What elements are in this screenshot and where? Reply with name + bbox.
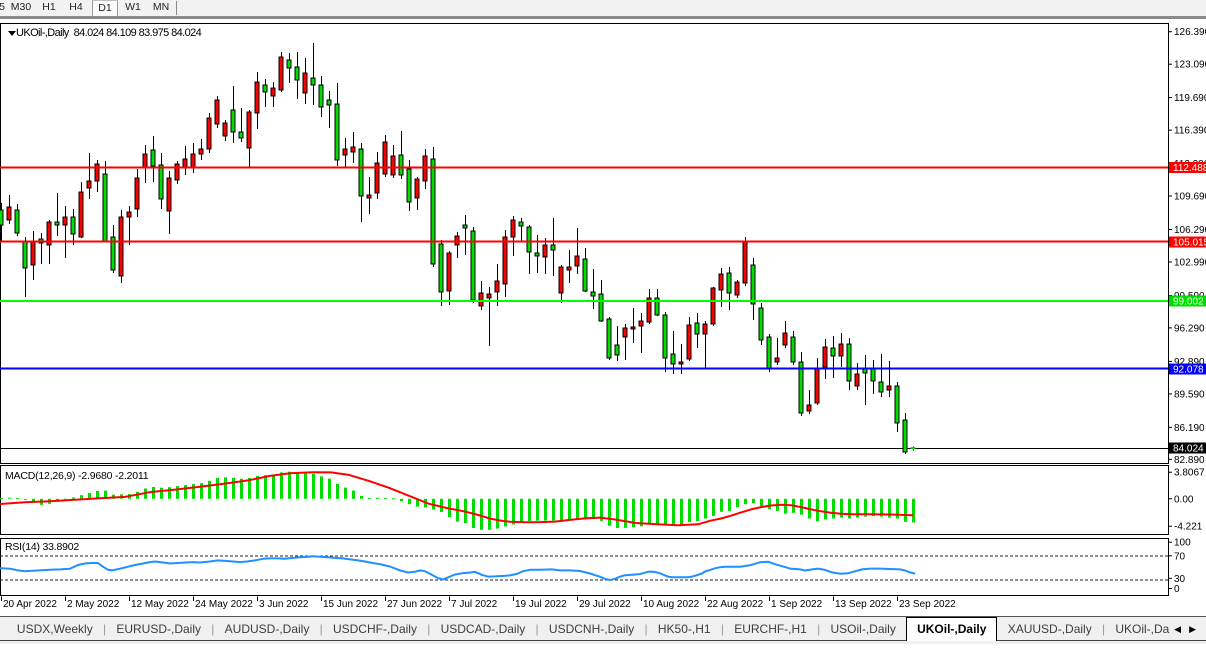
svg-text:89.590: 89.590 xyxy=(1174,389,1205,400)
svg-text:99.002: 99.002 xyxy=(1173,297,1204,308)
svg-text:109.690: 109.690 xyxy=(1174,192,1206,203)
svg-text:106.290: 106.290 xyxy=(1174,225,1206,236)
svg-text:126.390: 126.390 xyxy=(1174,27,1206,38)
svg-text:92.078: 92.078 xyxy=(1173,365,1204,376)
svg-text:102.990: 102.990 xyxy=(1174,258,1206,269)
svg-text:0.00: 0.00 xyxy=(1174,494,1194,505)
svg-text:92.890: 92.890 xyxy=(1174,357,1205,368)
svg-text:3.8067: 3.8067 xyxy=(1174,468,1205,479)
svg-text:-4.221: -4.221 xyxy=(1174,522,1203,533)
svg-text:105.015: 105.015 xyxy=(1173,238,1206,249)
svg-text:100: 100 xyxy=(1174,538,1191,549)
svg-text:112.488: 112.488 xyxy=(1173,163,1206,174)
svg-text:70: 70 xyxy=(1174,551,1186,562)
svg-text:116.390: 116.390 xyxy=(1174,126,1206,137)
svg-text:123.090: 123.090 xyxy=(1174,60,1206,71)
svg-text:0: 0 xyxy=(1174,584,1180,595)
svg-text:96.290: 96.290 xyxy=(1174,323,1205,334)
svg-text:86.190: 86.190 xyxy=(1174,423,1205,434)
svg-text:30: 30 xyxy=(1174,574,1186,585)
svg-text:84.024: 84.024 xyxy=(1173,444,1204,455)
svg-text:82.890: 82.890 xyxy=(1174,455,1205,466)
svg-text:119.690: 119.690 xyxy=(1174,93,1206,104)
